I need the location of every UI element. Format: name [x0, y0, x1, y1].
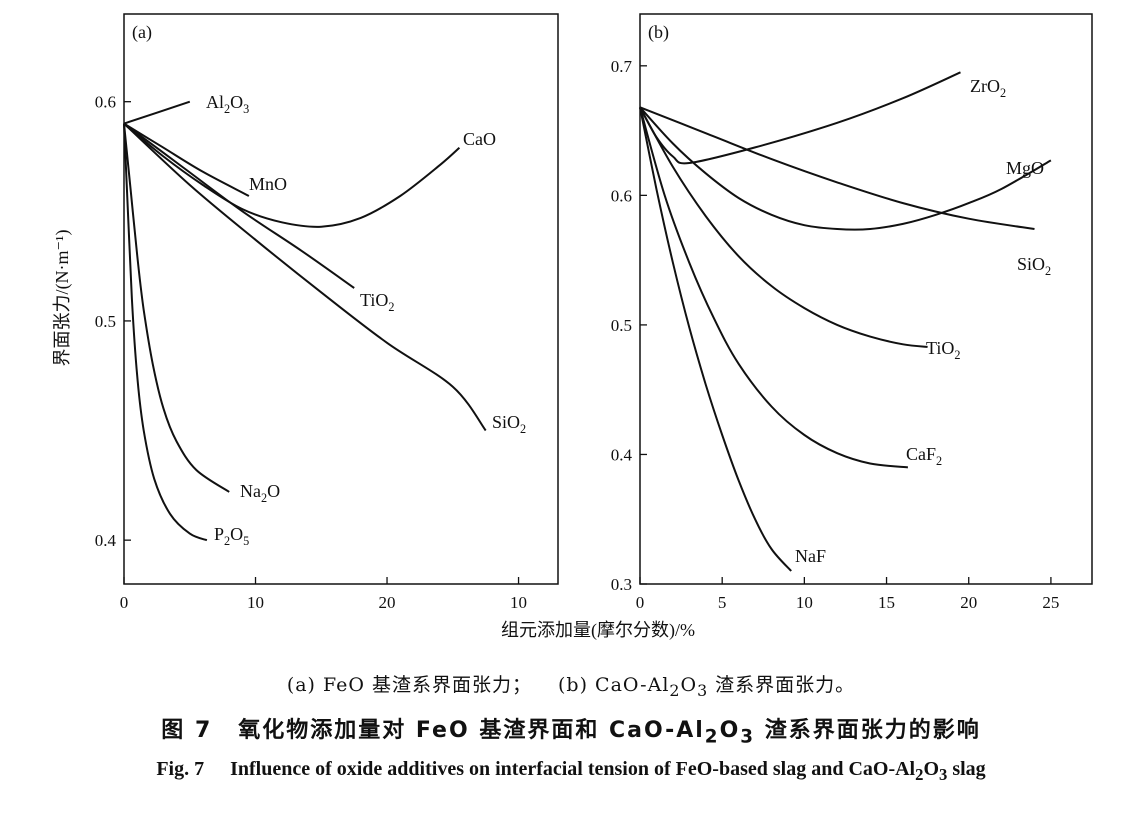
series-line-mgo — [639, 106, 1052, 231]
subcaption-a: (a) FeO 基渣系界面张力； — [286, 674, 533, 696]
subcaption: (a) FeO 基渣系界面张力； (b) CaO-Al2O3 渣系界面张力。 — [0, 670, 1142, 700]
series-line-p2o5 — [123, 123, 208, 542]
series-label-sio2: SiO2 — [492, 412, 526, 436]
series-label-mgo: MgO — [1006, 158, 1044, 178]
x-tick-label: 0 — [636, 593, 645, 612]
x-tick-label: 15 — [878, 593, 895, 612]
x-tick-label: 10 — [796, 593, 813, 612]
series-label-al2o3: Al2O3 — [206, 92, 249, 116]
series-label-caf2: CaF2 — [906, 444, 942, 468]
y-tick-label: 0.5 — [611, 316, 632, 335]
x-tick-label: 0 — [120, 593, 129, 612]
figure: (a) 0 10 20 10 0.4 0.5 0.6 Al2O3 CaO MnO TiO2 SiO2 Na… — [52, 13, 1093, 641]
series-line-zro2 — [639, 71, 961, 165]
y-tick-label: 0.6 — [95, 93, 116, 112]
caption-figure-number-en: Fig. 7 — [156, 758, 205, 780]
y-tick-label: 0.7 — [611, 57, 633, 76]
y-tick-label: 0.4 — [611, 445, 633, 464]
series-line-caf2 — [639, 107, 908, 469]
x-tick-label: 20 — [379, 593, 396, 612]
series-label-cao: CaO — [463, 129, 496, 149]
series-label-p2o5: P2O5 — [214, 524, 249, 548]
plot-frame — [123, 13, 559, 585]
x-tick-label: 5 — [718, 593, 727, 612]
series-line-al2o3 — [123, 100, 191, 125]
y-axis-label: 界面张力/(N·m⁻¹) — [52, 230, 73, 367]
y-tick-label: 0.4 — [95, 531, 117, 550]
panel-label: (b) — [648, 22, 669, 43]
series-label-mno: MnO — [249, 174, 287, 194]
plot-frame — [639, 13, 1093, 585]
chart-panel-b: (b) 0 5 10 15 20 25 0.3 0.4 0.5 0.6 0.7 ZrO2 MgO SiO2 T… — [611, 13, 1093, 612]
series-line-naf — [639, 107, 792, 572]
subcaption-b: (b) CaO-Al2O3 渣系界面张力。 — [558, 674, 856, 700]
y-tick-label: 0.3 — [611, 575, 632, 594]
x-tick-label: 20 — [960, 593, 977, 612]
series-line-tio2 — [639, 106, 928, 348]
series-line-cao — [123, 122, 461, 228]
series-label-zro2: ZrO2 — [970, 76, 1006, 100]
series-label-naf: NaF — [795, 546, 826, 566]
caption-english: Fig. 7 Influence of oxide additives on in… — [156, 758, 986, 784]
series-label-sio2: SiO2 — [1017, 254, 1051, 278]
x-tick-label: 25 — [1042, 593, 1059, 612]
series-line-tio2 — [123, 122, 355, 289]
caption-figure-number-cn: 图 7 — [161, 718, 213, 743]
chart-panel-a: (a) 0 10 20 10 0.4 0.5 0.6 Al2O3 CaO MnO TiO2 SiO2 Na… — [95, 13, 559, 612]
x-axis-label: 组元添加量(摩尔分数)/% — [501, 620, 695, 641]
series-label-tio2: TiO2 — [926, 338, 961, 362]
x-tick-label: 10 — [247, 593, 264, 612]
panel-label: (a) — [132, 22, 152, 43]
series-line-sio2 — [123, 122, 487, 432]
x-tick-label: 10 — [510, 593, 527, 612]
series-line-na2o — [123, 123, 230, 493]
y-tick-label: 0.6 — [611, 186, 632, 205]
series-label-na2o: Na2O — [240, 481, 280, 505]
y-tick-label: 0.5 — [95, 312, 116, 331]
series-line-mno — [123, 122, 250, 197]
caption-chinese: 图 7 氧化物添加量对 FeO 基渣界面和 CaO-Al2O3 渣系界面张力的影响 — [161, 718, 981, 748]
series-label-tio2: TiO2 — [360, 290, 395, 314]
series-line-sio2 — [639, 106, 1035, 230]
